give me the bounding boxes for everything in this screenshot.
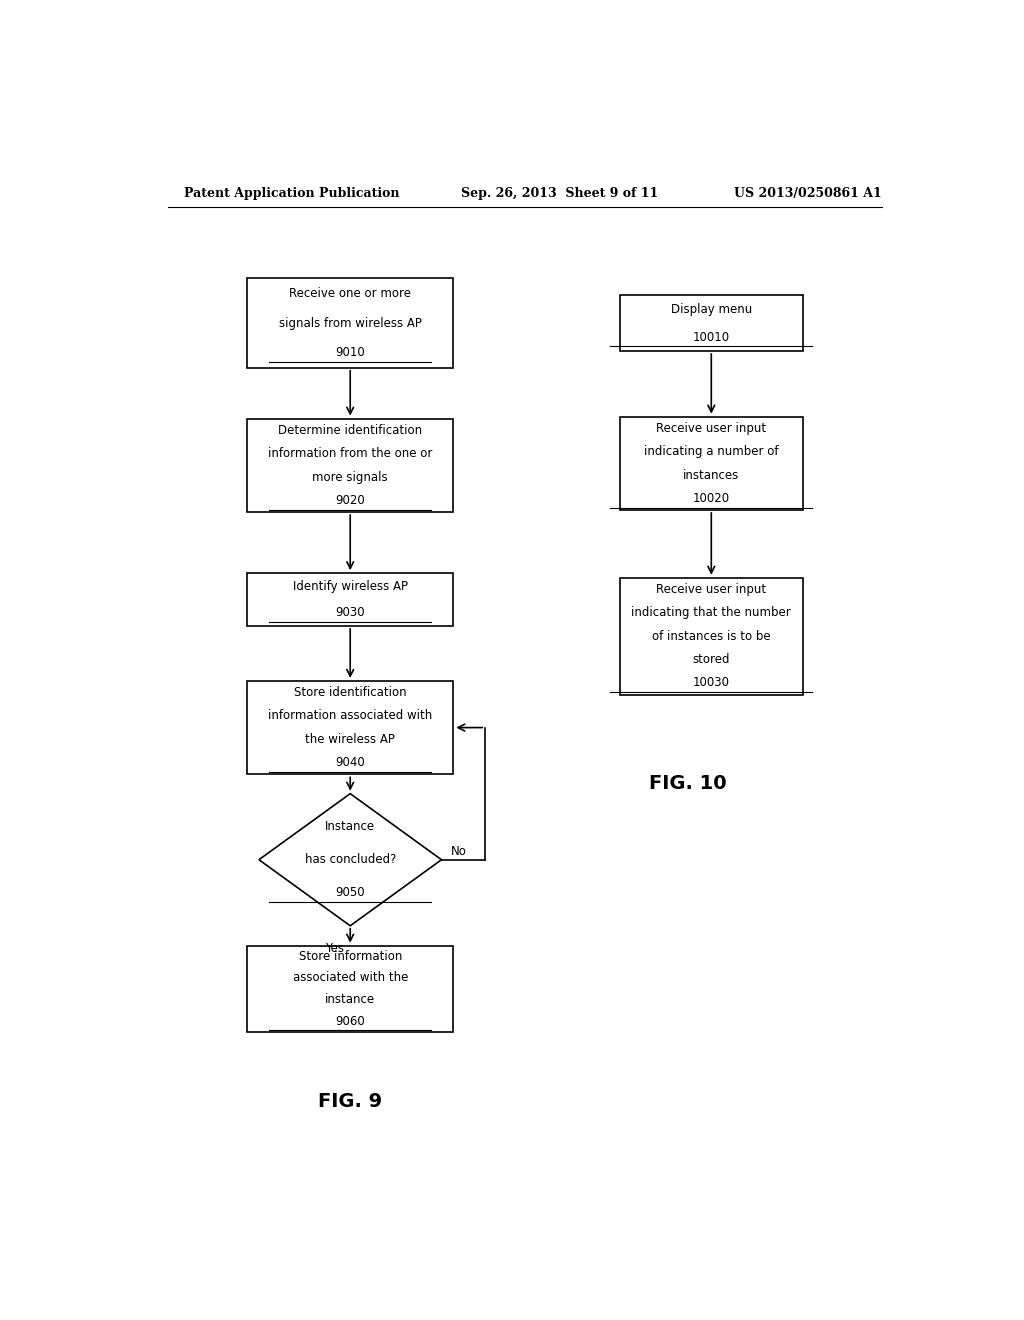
FancyBboxPatch shape: [620, 417, 803, 510]
Text: 9040: 9040: [335, 756, 366, 770]
Text: the wireless AP: the wireless AP: [305, 733, 395, 746]
Text: Receive one or more: Receive one or more: [289, 286, 412, 300]
Text: Store identification: Store identification: [294, 686, 407, 700]
Text: Sep. 26, 2013  Sheet 9 of 11: Sep. 26, 2013 Sheet 9 of 11: [461, 187, 658, 201]
Polygon shape: [259, 793, 441, 925]
Text: Identify wireless AP: Identify wireless AP: [293, 579, 408, 593]
Text: of instances is to be: of instances is to be: [652, 630, 771, 643]
Text: FIG. 10: FIG. 10: [648, 774, 726, 793]
Text: more signals: more signals: [312, 470, 388, 483]
Text: 9020: 9020: [335, 494, 366, 507]
Text: instance: instance: [326, 993, 375, 1006]
Text: No: No: [451, 845, 467, 858]
FancyBboxPatch shape: [247, 681, 454, 775]
Text: Patent Application Publication: Patent Application Publication: [183, 187, 399, 201]
Text: 9050: 9050: [336, 886, 365, 899]
Text: 9010: 9010: [335, 346, 366, 359]
Text: signals from wireless AP: signals from wireless AP: [279, 317, 422, 330]
Text: information from the one or: information from the one or: [268, 447, 432, 461]
Text: instances: instances: [683, 469, 739, 482]
Text: FIG. 9: FIG. 9: [318, 1092, 382, 1111]
FancyBboxPatch shape: [247, 945, 454, 1032]
Text: Determine identification: Determine identification: [279, 424, 422, 437]
Text: US 2013/0250861 A1: US 2013/0250861 A1: [734, 187, 882, 201]
Text: Store information: Store information: [299, 950, 401, 962]
FancyBboxPatch shape: [620, 296, 803, 351]
Text: has concluded?: has concluded?: [304, 853, 396, 866]
FancyBboxPatch shape: [247, 279, 454, 368]
Text: Display menu: Display menu: [671, 302, 752, 315]
Text: information associated with: information associated with: [268, 709, 432, 722]
Text: 10030: 10030: [693, 676, 730, 689]
Text: Receive user input: Receive user input: [656, 583, 766, 595]
Text: stored: stored: [692, 653, 730, 667]
Text: 9030: 9030: [336, 606, 365, 619]
FancyBboxPatch shape: [620, 578, 803, 694]
Text: indicating a number of: indicating a number of: [644, 445, 778, 458]
Text: indicating that the number: indicating that the number: [632, 606, 792, 619]
Text: Receive user input: Receive user input: [656, 422, 766, 434]
Text: Instance: Instance: [326, 820, 375, 833]
Text: Yes: Yes: [325, 941, 344, 954]
Text: associated with the: associated with the: [293, 972, 408, 985]
FancyBboxPatch shape: [247, 418, 454, 512]
Text: 10020: 10020: [692, 492, 730, 504]
Text: 9060: 9060: [335, 1015, 366, 1028]
Text: 10010: 10010: [692, 330, 730, 343]
FancyBboxPatch shape: [247, 573, 454, 626]
